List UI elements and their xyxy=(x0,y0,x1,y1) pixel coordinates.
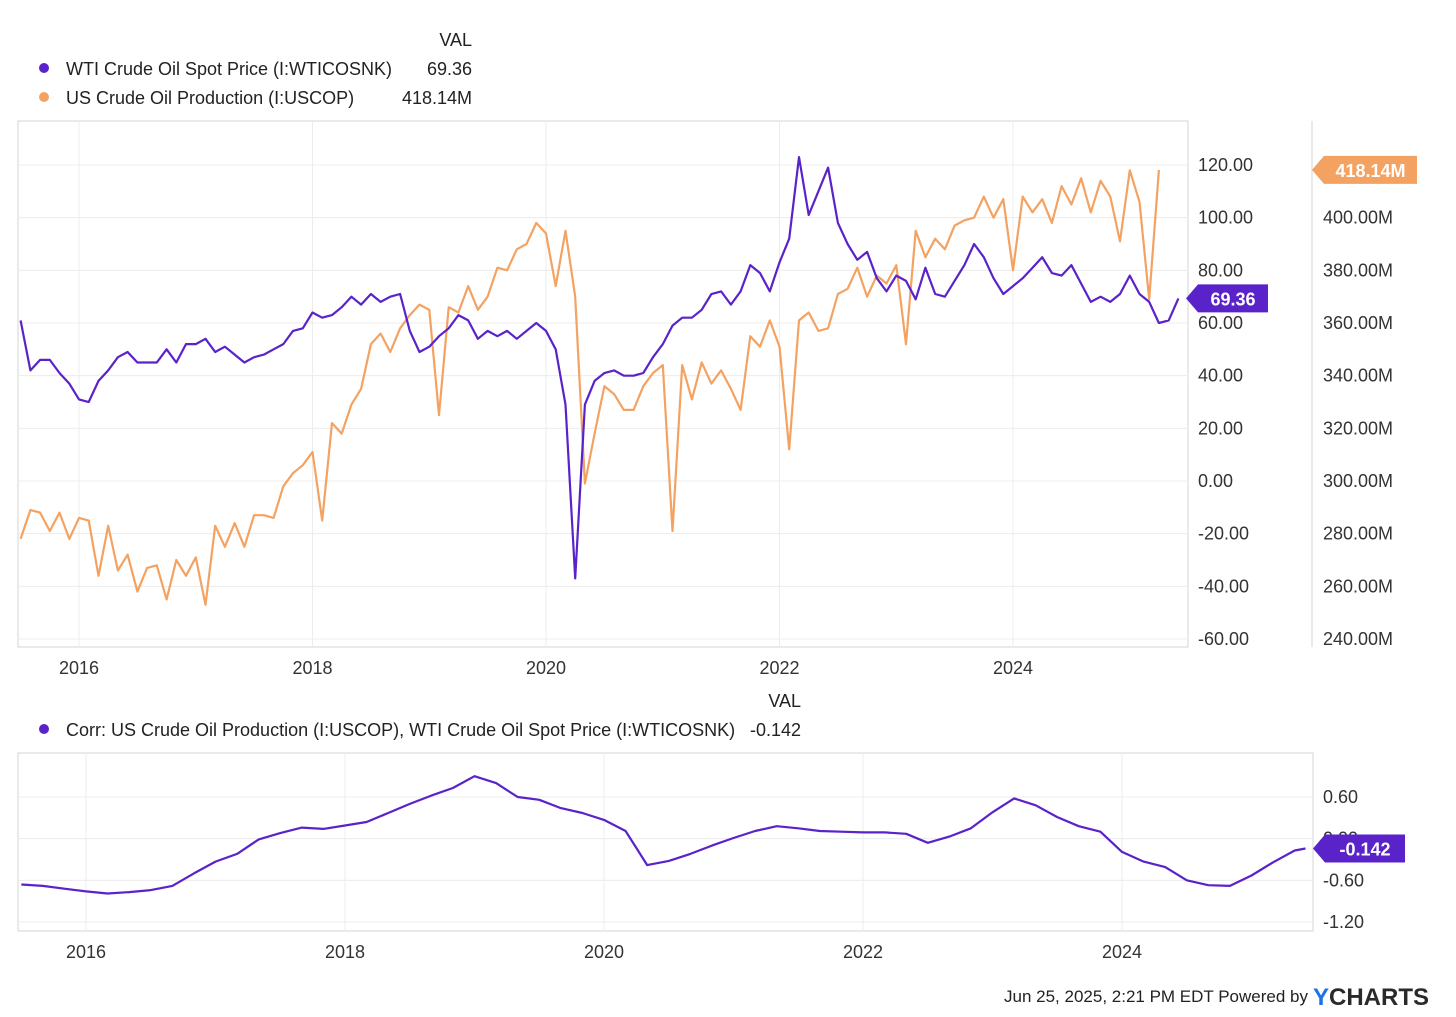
bottom-right-y-axis: 0.600.00-0.60-1.20 xyxy=(1323,787,1364,932)
top-series xyxy=(19,156,1180,606)
correlation-last-value-flag xyxy=(1313,834,1405,863)
top-x-tick-label: 2024 xyxy=(993,658,1033,678)
top-right-y-tick-label: 300.00M xyxy=(1323,471,1393,491)
bottom-plot-frame xyxy=(17,752,1314,932)
bottom-right-y-tick-label: -1.20 xyxy=(1323,912,1364,932)
top-plot-frame xyxy=(17,120,1189,648)
correlation-last-value-flag-label: -0.142 xyxy=(1339,840,1390,860)
top-right-y-tick-label: 360.00M xyxy=(1323,313,1393,333)
bottom-x-tick-label: 2016 xyxy=(66,942,106,962)
top-right-y-tick-label: 240.00M xyxy=(1323,629,1393,649)
footer-timestamp: Jun 25, 2025, 2:21 PM EDT Powered by xyxy=(1004,987,1308,1006)
bottom-legend: VAL Corr: US Crude Oil Production (I:USC… xyxy=(39,691,801,740)
top-right-y-tick-label: 340.00M xyxy=(1323,366,1393,386)
legend-corr-value: -0.142 xyxy=(750,720,801,740)
top-left-y-tick-label: 100.00 xyxy=(1198,208,1253,228)
top-left-y-tick-label: 120.00 xyxy=(1198,155,1253,175)
ycharts-logo-text: CHARTS xyxy=(1329,984,1429,1011)
top-right-y-tick-label: 260.00M xyxy=(1323,576,1393,596)
top-x-tick-label: 2020 xyxy=(526,658,566,678)
top-left-y-tick-label: 0.00 xyxy=(1198,471,1233,491)
bottom-x-tick-label: 2024 xyxy=(1102,942,1142,962)
legend-corr-label[interactable]: Corr: US Crude Oil Production (I:USCOP),… xyxy=(66,720,735,740)
top-legend: VAL WTI Crude Oil Spot Price (I:WTICOSNK… xyxy=(39,30,472,108)
legend-wti-marker xyxy=(39,63,49,73)
wti-last-value-flag xyxy=(1186,284,1268,313)
us-production-line xyxy=(19,169,1160,606)
bottom-right-y-tick-label: 0.60 xyxy=(1323,787,1358,807)
correlation-line xyxy=(21,775,1306,895)
top-right-y-tick-label: 400.00M xyxy=(1323,208,1393,228)
top-right-y-tick-label: 380.00M xyxy=(1323,260,1393,280)
top-right-y-axis: 420.00M400.00M380.00M360.00M340.00M320.0… xyxy=(1323,155,1393,649)
top-x-tick-label: 2018 xyxy=(292,658,332,678)
bottom-x-tick-label: 2022 xyxy=(843,942,883,962)
wti-price-line xyxy=(19,156,1180,580)
top-left-y-tick-label: 20.00 xyxy=(1198,418,1243,438)
top-left-y-tick-label: 40.00 xyxy=(1198,366,1243,386)
top-grid xyxy=(18,121,1313,647)
production-last-value-flag xyxy=(1312,155,1417,184)
bottom-right-y-tick-label: -0.60 xyxy=(1323,870,1364,890)
bottom-x-tick-label: 2020 xyxy=(584,942,624,962)
top-right-y-tick-label: 320.00M xyxy=(1323,418,1393,438)
bottom-grid xyxy=(18,753,1313,931)
ycharts-logo[interactable]: YCHARTS xyxy=(1313,984,1429,1011)
top-left-y-tick-label: -20.00 xyxy=(1198,524,1249,544)
bottom-last-value-markers: -0.142 xyxy=(1313,834,1405,863)
top-left-y-tick-label: 80.00 xyxy=(1198,260,1243,280)
top-x-axis: 2016 2018 2020 2022 2024 xyxy=(59,658,1033,678)
legend-corr-marker xyxy=(39,724,49,734)
bottom-x-tick-label: 2018 xyxy=(325,942,365,962)
top-left-y-tick-label: -40.00 xyxy=(1198,576,1249,596)
footer: Jun 25, 2025, 2:21 PM EDT Powered by YCH… xyxy=(1004,984,1429,1011)
top-left-y-axis: 120.00 100.00 80.00 60.00 40.00 20.00 0.00 -20.… xyxy=(1198,155,1253,649)
price-production-chart: 2016 2018 2020 2022 2024 120.00 100.00 80.00 60… xyxy=(17,120,1417,678)
legend-uscop-marker xyxy=(39,92,49,102)
wti-last-value-flag-label: 69.36 xyxy=(1210,289,1255,309)
top-x-tick-label: 2022 xyxy=(759,658,799,678)
top-legend-val-header: VAL xyxy=(439,30,472,50)
top-right-y-tick-label: 280.00M xyxy=(1323,524,1393,544)
legend-uscop-value: 418.14M xyxy=(402,88,472,108)
legend-uscop-label[interactable]: US Crude Oil Production (I:USCOP) xyxy=(66,88,354,108)
bottom-legend-val-header: VAL xyxy=(768,691,801,711)
top-left-y-tick-label: -60.00 xyxy=(1198,629,1249,649)
ycharts-logo-y: Y xyxy=(1313,984,1329,1011)
top-x-tick-label: 2016 xyxy=(59,658,99,678)
bottom-x-axis: 2016 2018 2020 2022 2024 xyxy=(66,942,1142,962)
legend-wti-value: 69.36 xyxy=(427,59,472,79)
production-last-value-flag-label: 418.14M xyxy=(1335,161,1405,181)
bottom-series xyxy=(21,775,1306,895)
top-last-value-markers: 69.36 418.14M xyxy=(1186,155,1417,313)
top-left-y-tick-label: 60.00 xyxy=(1198,313,1243,333)
legend-wti-label[interactable]: WTI Crude Oil Spot Price (I:WTICOSNK) xyxy=(66,59,392,79)
